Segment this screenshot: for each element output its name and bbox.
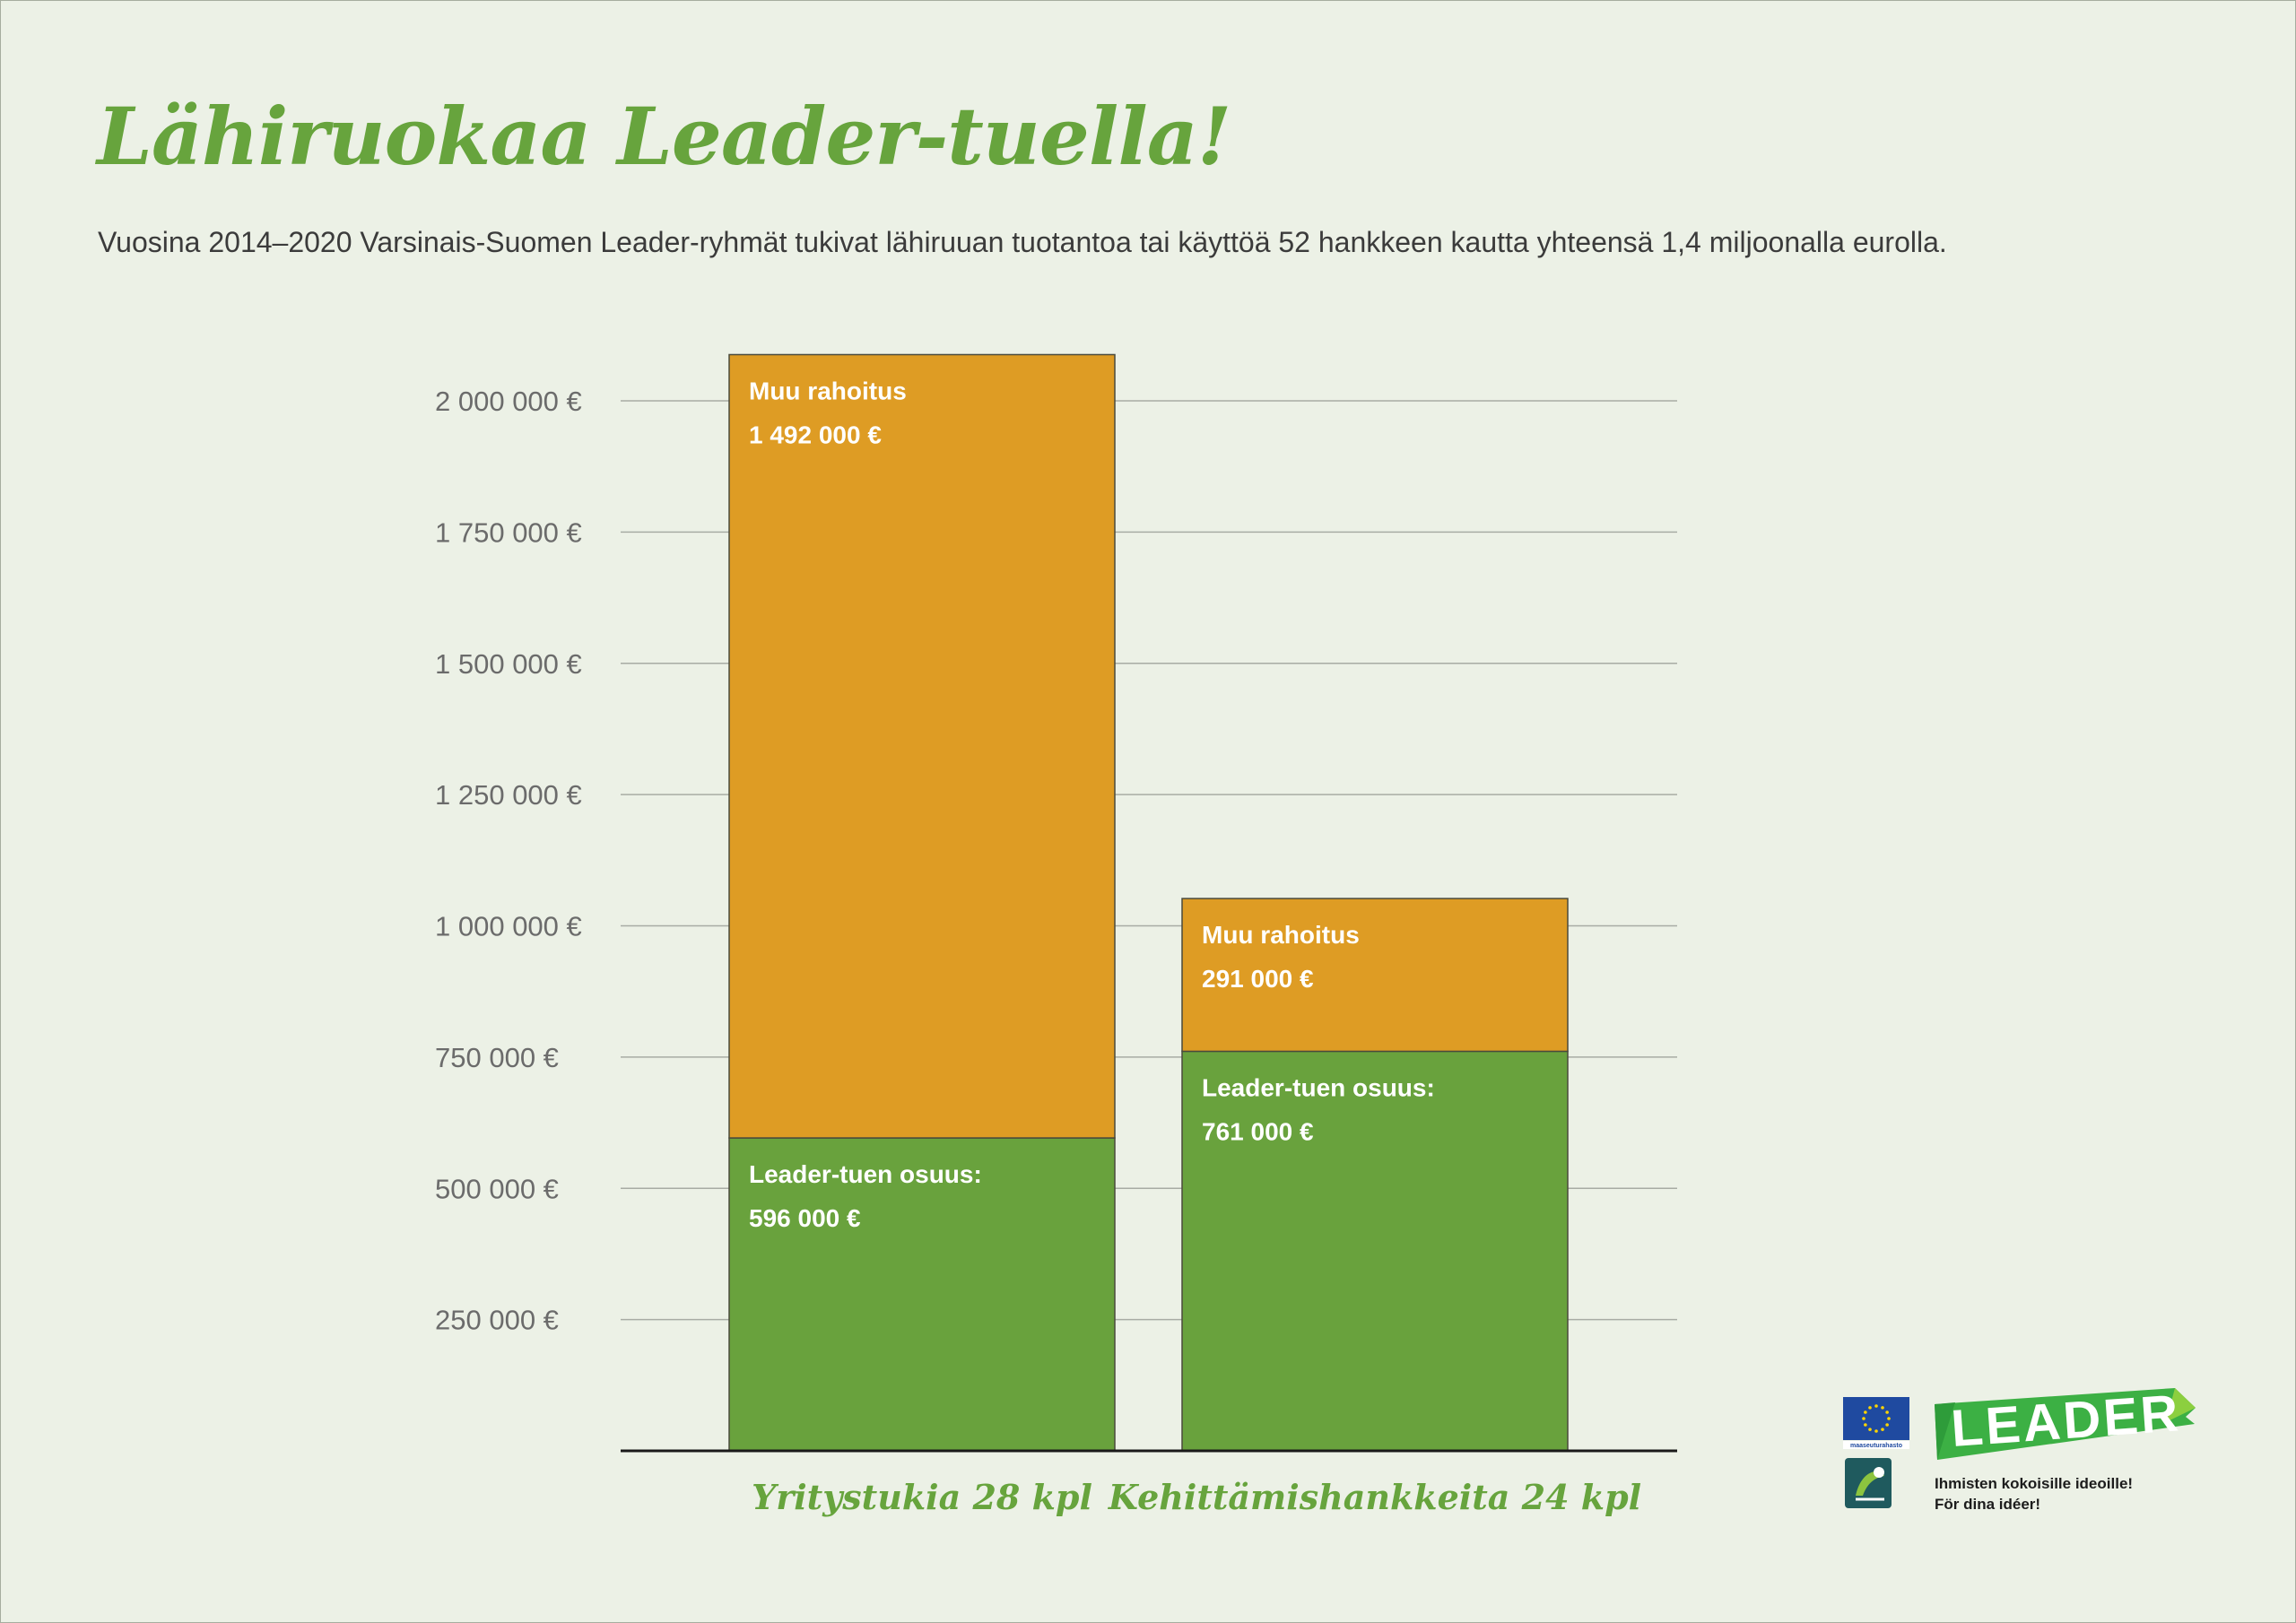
x-axis-category-labels: Yritystukia 28 kpl Kehittämishankkeita 24…	[752, 1477, 1641, 1517]
y-tick-label: 250 000 €	[435, 1305, 559, 1336]
y-tick-label: 1 000 000 €	[435, 911, 582, 942]
eu-star	[1868, 1406, 1872, 1410]
segment-value-label: 596 000 €	[749, 1204, 861, 1232]
bar-segment-muu	[728, 353, 1116, 1139]
page-title: Lähiruokaa Leader-tuella!	[97, 90, 1231, 183]
y-tick-label: 2 000 000 €	[435, 386, 582, 417]
y-tick-label: 750 000 €	[435, 1042, 559, 1073]
leader-logo: LEADER	[1935, 1384, 2196, 1460]
eu-flag-icon: maaseuturahasto	[1843, 1397, 1909, 1449]
eu-star	[1881, 1406, 1884, 1410]
eu-star	[1887, 1417, 1891, 1420]
eu-star	[1885, 1410, 1889, 1414]
y-axis-tick-labels: 250 000 € 500 000 € 750 000 € 1 000 000 € 1 …	[435, 386, 582, 1336]
eu-caption: maaseuturahasto	[1850, 1443, 1902, 1449]
segment-value-label: 291 000 €	[1202, 965, 1314, 993]
x-category-label: Yritystukia 28 kpl	[752, 1477, 1092, 1517]
leader-emblem-icon	[1845, 1458, 1892, 1508]
bar-segment-leader	[728, 1137, 1116, 1452]
eu-star	[1864, 1410, 1867, 1414]
eu-star	[1864, 1423, 1867, 1427]
segment-value-label: 1 492 000 €	[749, 421, 882, 448]
y-tick-label: 1 750 000 €	[435, 516, 582, 548]
leader-tagline: Ihmisten kokoisille ideoille! För dina i…	[1935, 1473, 2133, 1515]
leader-tagline-sv: För dina idéer!	[1935, 1496, 2041, 1513]
y-tick-label: 500 000 €	[435, 1173, 559, 1204]
eu-star	[1874, 1404, 1878, 1408]
leader-logo-text: LEADER	[1949, 1384, 2182, 1458]
y-tick-label: 1 250 000 €	[435, 779, 582, 811]
segment-series-label: Leader-tuen osuus:	[1202, 1073, 1435, 1101]
x-category-label: Kehittämishankkeita 24 kpl	[1108, 1477, 1641, 1517]
page-subtitle: Vuosina 2014–2020 Varsinais-Suomen Leade…	[98, 226, 1947, 258]
eu-star	[1868, 1428, 1872, 1431]
footer-logos: maaseuturahasto LEADER	[1843, 1384, 2196, 1508]
segment-value-label: 761 000 €	[1202, 1117, 1314, 1145]
segment-series-label: Leader-tuen osuus:	[749, 1160, 982, 1188]
segment-series-label: Muu rahoitus	[749, 377, 907, 404]
eu-star	[1862, 1417, 1866, 1420]
eu-star	[1881, 1428, 1884, 1431]
eu-star	[1874, 1429, 1878, 1433]
y-tick-label: 1 500 000 €	[435, 648, 582, 680]
bar-segment-labels: Leader-tuen osuus: 596 000 € Muu rahoitus 1…	[749, 377, 1435, 1232]
bars	[728, 353, 1569, 1452]
eu-star	[1885, 1423, 1889, 1427]
leader-tagline-fi: Ihmisten kokoisille ideoille!	[1935, 1475, 2134, 1492]
bar-segment-muu	[1181, 898, 1569, 1053]
bar-segment-leader	[1181, 1050, 1569, 1452]
segment-series-label: Muu rahoitus	[1202, 921, 1360, 949]
